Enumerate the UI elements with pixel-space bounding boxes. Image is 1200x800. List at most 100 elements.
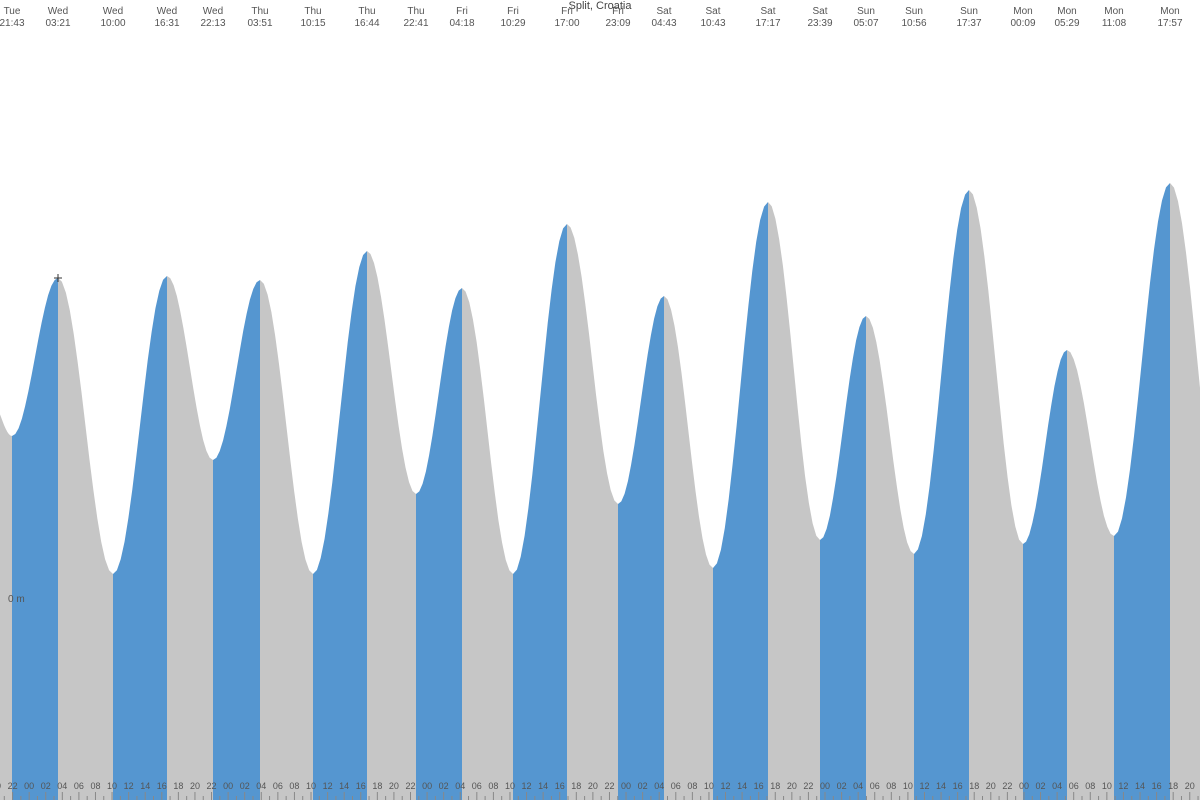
- x-hour-label: 00: [621, 781, 631, 791]
- x-hour-label: 20: [787, 781, 797, 791]
- x-hour-label: 20: [190, 781, 200, 791]
- x-hour-label: 00: [24, 781, 34, 791]
- extreme-day-label: Sat: [760, 6, 775, 17]
- x-hour-label: 20: [986, 781, 996, 791]
- extreme-time-label: 04:43: [651, 18, 676, 29]
- extreme-day-label: Mon: [1057, 6, 1076, 17]
- extreme-time-label: 17:00: [554, 18, 579, 29]
- x-hour-label: 04: [654, 781, 664, 791]
- extreme-time-label: 23:39: [807, 18, 832, 29]
- x-hour-label: 18: [571, 781, 581, 791]
- x-hour-label: 10: [704, 781, 714, 791]
- x-hour-label: 20: [588, 781, 598, 791]
- x-hour-label: 12: [323, 781, 333, 791]
- x-hour-label: 04: [853, 781, 863, 791]
- x-hour-label: 06: [1069, 781, 1079, 791]
- x-hour-label: 22: [405, 781, 415, 791]
- tide-chart: 0 mSplit, CroatiaTue21:43Wed03:21Wed10:0…: [0, 0, 1200, 800]
- extreme-time-label: 03:21: [45, 18, 70, 29]
- x-hour-label: 04: [455, 781, 465, 791]
- extreme-time-label: 10:00: [100, 18, 125, 29]
- x-hour-label: 22: [207, 781, 217, 791]
- x-hour-label: 22: [803, 781, 813, 791]
- x-hour-label: 20: [389, 781, 399, 791]
- x-hour-label: 02: [638, 781, 648, 791]
- x-hour-label: 14: [737, 781, 747, 791]
- x-hour-label: 06: [870, 781, 880, 791]
- x-hour-label: 16: [157, 781, 167, 791]
- extreme-day-label: Sun: [905, 6, 923, 17]
- x-hour-label: 20: [1185, 781, 1195, 791]
- extreme-day-label: Fri: [507, 6, 519, 17]
- x-hour-label: 16: [555, 781, 565, 791]
- x-hour-label: 10: [1102, 781, 1112, 791]
- tide-segment: [1067, 350, 1114, 800]
- extreme-day-label: Wed: [203, 6, 223, 17]
- extreme-time-label: 17:17: [755, 18, 780, 29]
- x-hour-label: 18: [173, 781, 183, 791]
- x-hour-label: 22: [8, 781, 18, 791]
- x-hour-label: 18: [969, 781, 979, 791]
- tide-segment: [618, 296, 664, 800]
- extreme-day-label: Thu: [251, 6, 268, 17]
- extreme-time-label: 10:56: [901, 18, 926, 29]
- tide-segment: [367, 251, 416, 800]
- x-hour-label: 10: [107, 781, 117, 791]
- extreme-day-label: Mon: [1104, 6, 1123, 17]
- extreme-day-label: Thu: [304, 6, 321, 17]
- tide-segment: [416, 288, 462, 800]
- tide-segment: [513, 224, 567, 800]
- tide-segment: [260, 280, 313, 800]
- extreme-time-label: 17:57: [1157, 18, 1182, 29]
- extreme-day-label: Sat: [812, 6, 827, 17]
- x-hour-label: 00: [1019, 781, 1029, 791]
- y-axis-label: 0 m: [8, 594, 25, 605]
- x-hour-label: 12: [721, 781, 731, 791]
- extreme-day-label: Sun: [960, 6, 978, 17]
- x-hour-label: 18: [770, 781, 780, 791]
- extreme-day-label: Wed: [103, 6, 123, 17]
- x-hour-label: 14: [1135, 781, 1145, 791]
- extreme-day-label: Thu: [358, 6, 375, 17]
- x-hour-label: 04: [1052, 781, 1062, 791]
- x-hour-label: 02: [1036, 781, 1046, 791]
- extreme-time-label: 00:09: [1010, 18, 1035, 29]
- x-hour-label: 14: [140, 781, 150, 791]
- x-hour-label: 04: [57, 781, 67, 791]
- x-hour-label: 12: [124, 781, 134, 791]
- x-hour-label: 06: [671, 781, 681, 791]
- tide-segment: [313, 251, 367, 800]
- tide-segment: [58, 278, 113, 800]
- extreme-day-label: Sun: [857, 6, 875, 17]
- x-hour-label: 22: [604, 781, 614, 791]
- tide-segment: [462, 288, 513, 800]
- x-hour-label: 22: [1002, 781, 1012, 791]
- x-hour-label: 08: [687, 781, 697, 791]
- tide-segment: [1114, 183, 1170, 800]
- extreme-time-label: 04:18: [449, 18, 474, 29]
- tide-segment: [1170, 183, 1200, 800]
- x-hour-label: 02: [439, 781, 449, 791]
- x-hour-label: 12: [522, 781, 532, 791]
- chart-svg: 0 mSplit, CroatiaTue21:43Wed03:21Wed10:0…: [0, 0, 1200, 800]
- x-hour-label: 06: [74, 781, 84, 791]
- extreme-day-label: Mon: [1013, 6, 1032, 17]
- x-hour-label: 06: [472, 781, 482, 791]
- x-hour-label: 08: [289, 781, 299, 791]
- tide-segment: [567, 224, 618, 800]
- extreme-day-label: Fri: [456, 6, 468, 17]
- x-hour-label: 08: [1085, 781, 1095, 791]
- tide-segment: [1023, 350, 1067, 800]
- extreme-time-label: 17:37: [956, 18, 981, 29]
- x-hour-label: 06: [273, 781, 283, 791]
- x-hour-label: 12: [919, 781, 929, 791]
- x-hour-label: 04: [256, 781, 266, 791]
- x-hour-label: 14: [538, 781, 548, 791]
- extreme-time-label: 03:51: [247, 18, 272, 29]
- extreme-time-label: 21:43: [0, 18, 25, 29]
- tide-segment: [664, 296, 713, 800]
- x-hour-label: 08: [90, 781, 100, 791]
- x-hour-label: 00: [223, 781, 233, 791]
- extreme-time-label: 22:13: [200, 18, 225, 29]
- x-hour-label: 08: [488, 781, 498, 791]
